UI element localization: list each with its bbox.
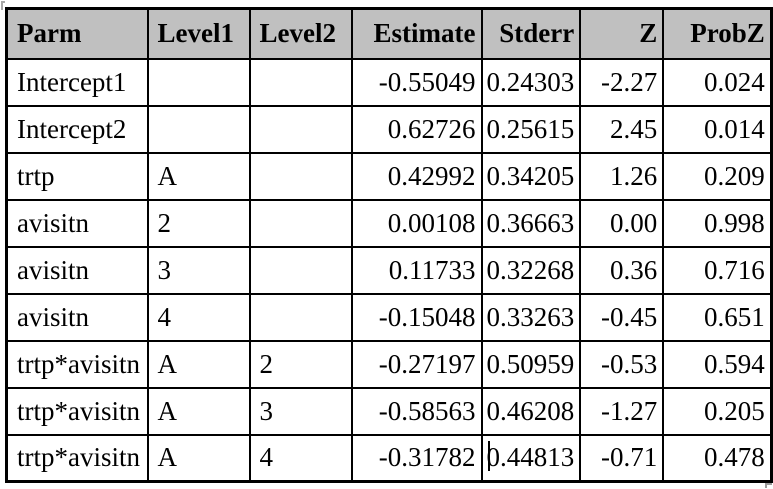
- table-cell[interactable]: -0.58563: [350, 386, 483, 436]
- table-header-row: Parm Level1 Level2 Estimate Stderr Z ProbZ: [5, 7, 773, 60]
- table-cell[interactable]: avisitn: [5, 292, 149, 342]
- table-row: Intercept1 -0.55049 0.24303 -2.27 0.024: [5, 57, 773, 107]
- table-cell[interactable]: 0.62726: [350, 104, 483, 154]
- table-cell[interactable]: 3: [146, 245, 251, 295]
- table-cell[interactable]: -1.27: [579, 386, 665, 436]
- table-cell[interactable]: 0.00108: [350, 198, 483, 248]
- table-cell[interactable]: 2.45: [579, 104, 665, 154]
- table-cell[interactable]: 0.651: [662, 292, 773, 342]
- table-row: trtp*avisitn A 4 -0.31782 0.44813 -0.71 0.478: [5, 433, 773, 483]
- table-cell[interactable]: 0.50959: [480, 339, 582, 389]
- table-cell[interactable]: -0.55049: [350, 57, 483, 107]
- table-cell[interactable]: 0.32268: [480, 245, 582, 295]
- table-cell[interactable]: [146, 104, 251, 154]
- table-cell[interactable]: 0.36: [579, 245, 665, 295]
- table-cell[interactable]: 0.25615: [480, 104, 582, 154]
- table-cell[interactable]: 0.209: [662, 151, 773, 201]
- column-header-estimate: Estimate: [350, 7, 483, 60]
- table-cell[interactable]: A: [146, 433, 251, 483]
- parameter-estimates-table: Parm Level1 Level2 Estimate Stderr Z ProbZ Int…: [5, 7, 773, 483]
- table-cell[interactable]: A: [146, 339, 251, 389]
- table-cell[interactable]: 0.33263: [480, 292, 582, 342]
- table-cell[interactable]: [248, 292, 353, 342]
- table-cell[interactable]: -0.31782: [350, 433, 483, 483]
- table-cell[interactable]: 0.11733: [350, 245, 483, 295]
- table-cell[interactable]: 0.44813: [480, 433, 582, 483]
- table-cell[interactable]: -0.27197: [350, 339, 483, 389]
- table-cell[interactable]: A: [146, 386, 251, 436]
- table-row: avisitn 4 -0.15048 0.33263 -0.45 0.651: [5, 292, 773, 342]
- table-cell[interactable]: 2: [146, 198, 251, 248]
- table-row: trtp A 0.42992 0.34205 1.26 0.209: [5, 151, 773, 201]
- column-header-level2: Level2: [248, 7, 353, 60]
- table-cell[interactable]: trtp*avisitn: [5, 433, 149, 483]
- text-caret: [488, 441, 490, 471]
- table-move-handle[interactable]: [1, 1, 5, 10]
- table-row: trtp*avisitn A 3 -0.58563 0.46208 -1.27 0.205: [5, 386, 773, 436]
- table-cell[interactable]: A: [146, 151, 251, 201]
- table-cell[interactable]: [248, 198, 353, 248]
- column-header-z: Z: [579, 7, 665, 60]
- table-cell[interactable]: Intercept2: [5, 104, 149, 154]
- table-cell[interactable]: 0.34205: [480, 151, 582, 201]
- table-row: avisitn 2 0.00108 0.36663 0.00 0.998: [5, 198, 773, 248]
- table-row: Intercept2 0.62726 0.25615 2.45 0.014: [5, 104, 773, 154]
- table-cell[interactable]: [248, 104, 353, 154]
- table-cell[interactable]: 0.594: [662, 339, 773, 389]
- table-row: trtp*avisitn A 2 -0.27197 0.50959 -0.53 0.594: [5, 339, 773, 389]
- table-cell[interactable]: 2: [248, 339, 353, 389]
- table-cell[interactable]: 0.36663: [480, 198, 582, 248]
- table-cell[interactable]: 4: [146, 292, 251, 342]
- table-cell[interactable]: 3: [248, 386, 353, 436]
- column-header-probz: ProbZ: [662, 7, 773, 60]
- table-row: avisitn 3 0.11733 0.32268 0.36 0.716: [5, 245, 773, 295]
- table-cell[interactable]: 0.00: [579, 198, 665, 248]
- table-cell[interactable]: 0.478: [662, 433, 773, 483]
- table-cell[interactable]: [248, 245, 353, 295]
- table-cell[interactable]: trtp*avisitn: [5, 386, 149, 436]
- table-cell[interactable]: 0.716: [662, 245, 773, 295]
- table-cell[interactable]: trtp: [5, 151, 149, 201]
- table-cell[interactable]: 0.205: [662, 386, 773, 436]
- table-cell[interactable]: -2.27: [579, 57, 665, 107]
- table-cell[interactable]: [248, 151, 353, 201]
- table-cell[interactable]: [146, 57, 251, 107]
- table-cell[interactable]: 0.42992: [350, 151, 483, 201]
- column-header-stderr: Stderr: [480, 7, 582, 60]
- table-cell[interactable]: 0.46208: [480, 386, 582, 436]
- table-cell[interactable]: 0.024: [662, 57, 773, 107]
- table-cell[interactable]: Intercept1: [5, 57, 149, 107]
- table-cell[interactable]: 0.014: [662, 104, 773, 154]
- table-cell[interactable]: 4: [248, 433, 353, 483]
- table-cell[interactable]: 1.26: [579, 151, 665, 201]
- column-header-level1: Level1: [146, 7, 251, 60]
- table-cell[interactable]: -0.71: [579, 433, 665, 483]
- table-cell[interactable]: -0.45: [579, 292, 665, 342]
- table-cell[interactable]: -0.15048: [350, 292, 483, 342]
- table-cell[interactable]: avisitn: [5, 245, 149, 295]
- table-cell[interactable]: trtp*avisitn: [5, 339, 149, 389]
- table-cell[interactable]: avisitn: [5, 198, 149, 248]
- table-resize-handle[interactable]: [765, 483, 772, 488]
- table-cell[interactable]: 0.24303: [480, 57, 582, 107]
- table-cell[interactable]: [248, 57, 353, 107]
- column-header-parm: Parm: [5, 7, 149, 60]
- table-body: Intercept1 -0.55049 0.24303 -2.27 0.024 Inter…: [5, 57, 773, 483]
- table-cell[interactable]: -0.53: [579, 339, 665, 389]
- table-cell[interactable]: 0.998: [662, 198, 773, 248]
